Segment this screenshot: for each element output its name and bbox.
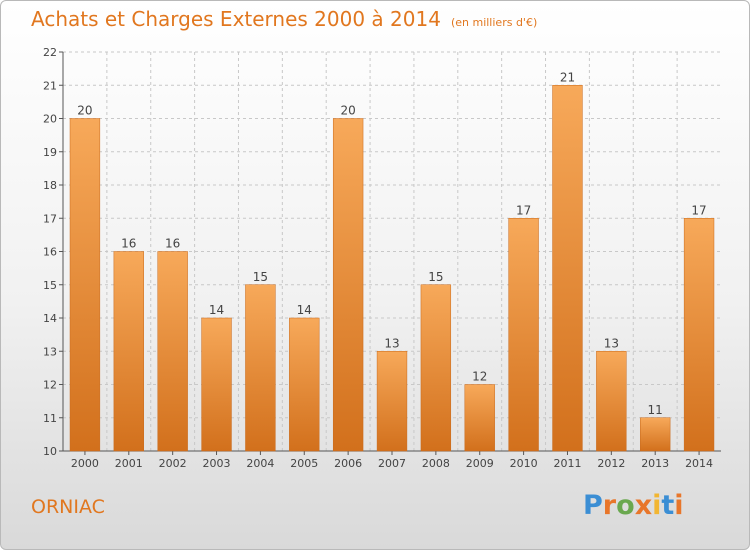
y-tick-label: 18: [43, 179, 57, 192]
y-tick-label: 20: [43, 113, 57, 126]
x-tick-label: 2010: [510, 457, 538, 470]
bar-2014: [683, 218, 715, 452]
bar-2009: [464, 384, 495, 452]
x-tick-label: 2014: [685, 457, 713, 470]
data-label: 15: [253, 270, 268, 284]
bar-2001: [113, 251, 144, 452]
title-line: Achats et Charges Externes 2000 à 2014 (e…: [31, 7, 537, 31]
bar-2007: [376, 351, 408, 452]
y-tick-label: 14: [43, 312, 57, 325]
logo-letter: t: [661, 490, 675, 521]
data-label: 20: [340, 104, 355, 118]
data-label: 14: [297, 303, 312, 317]
bars: [69, 85, 715, 452]
data-label: 16: [121, 237, 136, 251]
chart-title: Achats et Charges Externes 2000 à 2014: [31, 7, 441, 31]
x-tick-label: 2001: [115, 457, 143, 470]
bar-2010: [508, 218, 539, 452]
bar-2003: [201, 317, 232, 452]
data-label: 21: [560, 70, 575, 84]
chart-subtitle: (en milliers d'€): [450, 16, 538, 29]
data-label: 13: [604, 336, 619, 350]
logo-letter: i: [674, 490, 684, 521]
x-tick-label: 2003: [203, 457, 231, 470]
bar-2006: [332, 118, 364, 452]
data-label: 12: [472, 370, 487, 384]
x-tick-label: 2000: [71, 457, 99, 470]
y-tick-label: 22: [43, 46, 57, 59]
logo-letter: P: [583, 490, 603, 521]
y-tick-label: 10: [43, 445, 57, 458]
x-tick-label: 2013: [641, 457, 669, 470]
bar-2002: [157, 251, 188, 452]
y-tick-label: 13: [43, 345, 57, 358]
data-label: 17: [516, 203, 531, 217]
bar-2008: [420, 284, 452, 452]
x-tick-label: 2005: [290, 457, 318, 470]
bar-2005: [289, 317, 320, 452]
bar-2012: [596, 351, 627, 452]
y-tick-label: 19: [43, 146, 57, 159]
x-tick-label: 2002: [159, 457, 187, 470]
bar-2000: [69, 118, 101, 452]
x-tick-label: 2012: [597, 457, 625, 470]
data-label: 14: [209, 303, 224, 317]
x-tick-label: 2007: [378, 457, 406, 470]
y-tick-label: 11: [43, 412, 57, 425]
x-tick-label: 2004: [246, 457, 274, 470]
y-tick-label: 16: [43, 246, 57, 259]
bar-2004: [245, 284, 276, 452]
y-tick-label: 17: [43, 212, 57, 225]
logo-letter: i: [652, 490, 662, 521]
x-tick-label: 2006: [334, 457, 362, 470]
logo-letter: r: [602, 490, 617, 521]
y-tick-label: 12: [43, 379, 57, 392]
data-label: 20: [77, 104, 92, 118]
y-tick-label: 21: [43, 79, 57, 92]
y-tick-label: 15: [43, 279, 57, 292]
data-label: 11: [648, 403, 663, 417]
bar-2013: [640, 417, 671, 452]
labels: 10 11 12 13 14 15 16 17 18 19 20 21 22 20 2000 16 2001 16…: [43, 46, 713, 470]
logo-letter: o: [616, 490, 635, 521]
data-label: 17: [691, 203, 706, 217]
proxiti-logo[interactable]: Proxiti: [583, 490, 684, 521]
x-tick-label: 2009: [466, 457, 494, 470]
data-label: 13: [384, 336, 399, 350]
logo-letter: x: [634, 490, 653, 521]
data-label: 15: [428, 270, 443, 284]
city-name: ORNIAC: [31, 496, 105, 518]
x-tick-label: 2008: [422, 457, 450, 470]
data-label: 16: [165, 237, 180, 251]
x-tick-label: 2011: [553, 457, 581, 470]
bar-2011: [552, 85, 583, 452]
